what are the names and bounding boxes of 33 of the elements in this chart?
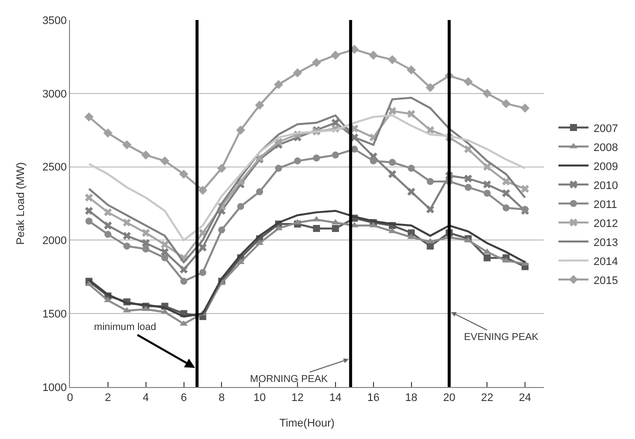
legend-label: 2014: [593, 256, 618, 268]
x-tick-label: 10: [253, 392, 266, 404]
x-tick-label: 12: [291, 392, 304, 404]
x-tick-label: 8: [218, 392, 225, 404]
y-tick-label: 3500: [42, 14, 67, 27]
x-axis-title: Time(Hour): [279, 417, 335, 430]
legend-label: 2013: [593, 236, 618, 249]
x-tick-label: 0: [66, 392, 74, 404]
x-tick-label: 2: [104, 392, 111, 404]
legend-label: 2015: [593, 274, 618, 287]
x-tick-label: 16: [367, 392, 380, 404]
x-tick-label: 14: [329, 392, 342, 404]
y-tick-label: 1000: [42, 382, 67, 394]
annotation: minimum load: [94, 322, 156, 333]
y-tick-label: 2500: [42, 162, 67, 174]
x-tick-label: 6: [180, 392, 187, 404]
annotation: EVENING PEAK: [464, 332, 539, 343]
x-tick-label: 22: [480, 392, 494, 404]
legend-label: 2008: [593, 142, 618, 154]
legend-label: 2010: [593, 180, 618, 192]
legend-label: 2011: [593, 198, 618, 211]
legend-label: 2007: [593, 122, 618, 135]
y-tick-label: 3000: [42, 88, 67, 100]
x-tick-label: 20: [443, 392, 456, 404]
legend-label: 2012: [593, 218, 618, 230]
x-tick-label: 4: [142, 392, 149, 404]
legend-label: 2009: [593, 160, 618, 173]
y-tick-label: 2000: [42, 235, 67, 248]
x-tick-label: 18: [405, 392, 418, 404]
y-tick-label: 1500: [42, 308, 67, 320]
x-tick-label: 24: [518, 392, 532, 404]
y-axis-title: Peak Load (MW): [14, 162, 27, 245]
annotation: MORNING PEAK: [250, 374, 328, 385]
